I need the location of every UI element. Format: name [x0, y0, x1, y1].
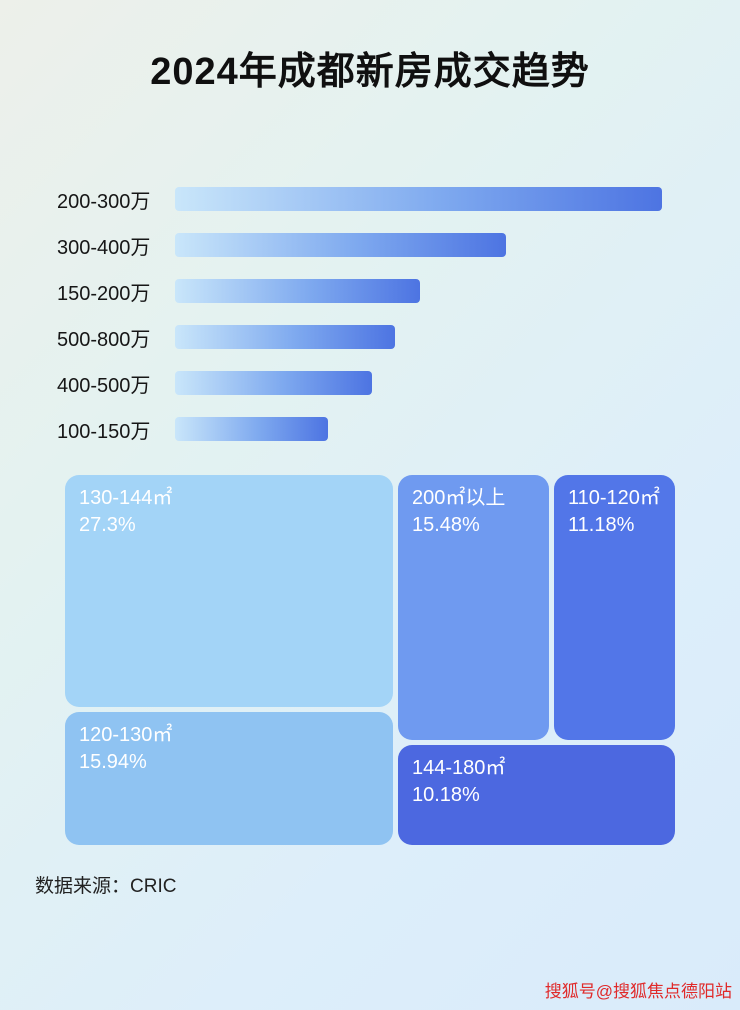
treemap-label: 120-130㎡	[79, 724, 173, 746]
treemap-label: 200㎡以上	[412, 487, 506, 509]
bar-row: 200-300万	[57, 187, 687, 213]
treemap-value: 11.18%	[568, 514, 635, 536]
bar	[175, 279, 420, 303]
treemap-value: 15.94%	[79, 751, 147, 773]
treemap-label: 110-120㎡	[568, 487, 660, 509]
bar-track	[175, 325, 662, 349]
bar	[175, 233, 507, 257]
treemap-block-130-144: 130-144㎡ 27.3%	[65, 475, 393, 707]
bar-row: 500-800万	[57, 325, 687, 351]
page-title: 2024年成都新房成交趋势	[150, 51, 590, 93]
bar-label: 300-400万	[57, 236, 151, 259]
bar-row: 150-200万	[57, 279, 687, 305]
bar	[175, 325, 396, 349]
price-range-bar-chart: 200-300万 300-400万 150-200万 500-800万 400-…	[57, 187, 687, 443]
watermark: 搜狐号@搜狐焦点德阳站	[544, 982, 732, 1001]
bar-row: 300-400万	[57, 233, 687, 259]
data-source: 数据来源：CRIC	[35, 876, 177, 897]
bar-row: 100-150万	[57, 417, 687, 443]
bar-track	[175, 417, 662, 441]
bar-label: 400-500万	[57, 374, 151, 397]
bar-label: 100-150万	[57, 420, 151, 443]
bar-label: 500-800万	[57, 328, 151, 351]
bar	[175, 417, 329, 441]
bar-track	[175, 279, 662, 303]
treemap-block-110-120: 110-120㎡ 11.18%	[554, 475, 675, 740]
treemap-value: 15.48%	[412, 514, 480, 536]
treemap-block-144-180: 144-180㎡ 10.18%	[398, 745, 675, 845]
infographic-page: 2024年成都新房成交趋势 200-300万 300-400万 150-200万…	[0, 40, 740, 1010]
bar-label: 200-300万	[57, 190, 151, 213]
bar	[175, 187, 662, 211]
bar-track	[175, 233, 662, 257]
treemap-value: 10.18%	[412, 784, 480, 806]
treemap-block-120-130: 120-130㎡ 15.94%	[65, 712, 393, 845]
bar-track	[175, 187, 662, 211]
bar-row: 400-500万	[57, 371, 687, 397]
area-range-treemap: 130-144㎡ 27.3% 200㎡以上 15.48% 110-120㎡ 11…	[65, 475, 675, 845]
bar	[175, 371, 373, 395]
treemap-value: 27.3%	[79, 514, 136, 536]
treemap-label: 144-180㎡	[412, 757, 506, 779]
bar-label: 150-200万	[57, 282, 151, 305]
treemap-label: 130-144㎡	[79, 487, 173, 509]
treemap-block-200plus: 200㎡以上 15.48%	[398, 475, 549, 740]
bar-track	[175, 371, 662, 395]
